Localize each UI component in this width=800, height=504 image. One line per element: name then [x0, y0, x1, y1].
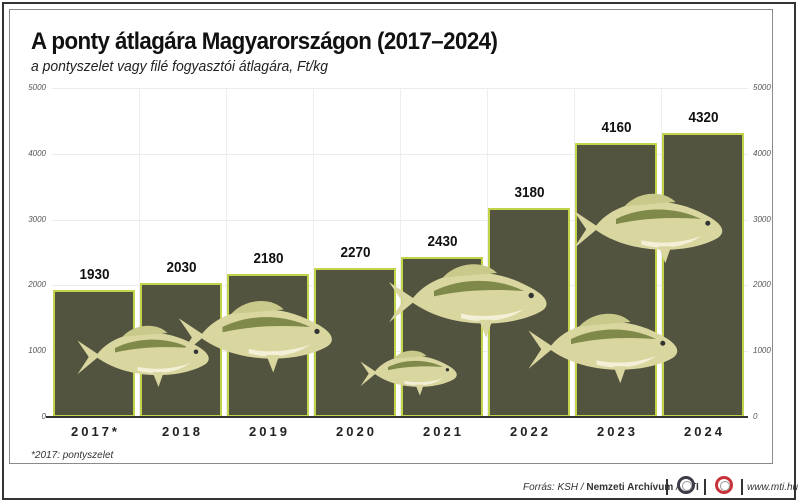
chart-subtitle: a pontyszelet vagy filé fogyasztói átlag… — [31, 58, 328, 75]
y-axis-tick-left: 2000 — [28, 280, 46, 290]
y-axis-tick-left: 0 — [41, 412, 46, 421]
x-axis-label: 2018 — [162, 424, 203, 439]
carp-fish-icon — [573, 193, 723, 264]
gridline — [574, 88, 575, 417]
bar-2024 — [662, 132, 744, 417]
y-axis-tick-right: 4000 — [753, 148, 771, 158]
mti-logo-icon — [715, 476, 733, 494]
website-link[interactable]: www.mti.hu — [747, 482, 799, 493]
bar-value-label: 2270 — [340, 243, 371, 261]
y-axis-tick-right: 5000 — [753, 83, 771, 92]
source-archive: Nemzeti Archívum — [586, 482, 674, 493]
x-axis-label: 2022 — [510, 424, 551, 439]
bar-2020 — [314, 267, 396, 417]
y-axis-tick-right: 1000 — [753, 346, 771, 356]
bar-value-label: 2430 — [427, 233, 458, 251]
source-prefix: Forrás: KSH / — [523, 482, 587, 493]
footer-divider — [741, 479, 743, 495]
y-axis-tick-right: 2000 — [753, 280, 771, 290]
bar-value-label: 4160 — [601, 119, 632, 137]
x-axis-label: 2019 — [249, 424, 290, 439]
x-axis-label: 2020 — [336, 424, 377, 439]
bar-value-label: 2030 — [166, 259, 197, 277]
gridline — [400, 88, 401, 417]
gridline — [313, 88, 314, 417]
y-axis-tick-left: 1000 — [28, 346, 46, 356]
carp-fish-icon — [360, 350, 457, 396]
x-axis-label: 2024 — [684, 424, 725, 439]
x-axis-baseline — [46, 416, 748, 418]
mtva-logo-icon — [677, 476, 695, 494]
footer-divider — [704, 479, 706, 495]
bar-value-label: 4320 — [688, 108, 719, 126]
gridline — [139, 88, 140, 417]
bar-value-label: 3180 — [514, 183, 545, 201]
footer-divider — [666, 479, 668, 495]
y-axis-tick-right: 0 — [753, 412, 758, 421]
source-credit: Forrás: KSH / Nemzeti Archívum / MTI — [523, 482, 699, 493]
y-axis-tick-left: 3000 — [28, 214, 46, 224]
bar-value-label: 2180 — [253, 249, 284, 267]
gridline — [226, 88, 227, 417]
carp-fish-icon — [528, 313, 678, 384]
y-axis-tick-left: 4000 — [28, 148, 46, 158]
footnote: *2017: pontyszelet — [31, 450, 114, 461]
y-axis-tick-left: 5000 — [28, 83, 46, 92]
carp-fish-icon — [178, 301, 332, 373]
bar-value-label: 1930 — [79, 266, 110, 283]
gridline — [487, 88, 488, 417]
x-axis-label: 2017* — [71, 424, 120, 439]
x-axis-label: 2023 — [597, 424, 638, 439]
chart-title: A ponty átlagára Magyarországon (2017–20… — [31, 28, 498, 55]
carp-fish-icon — [389, 264, 547, 338]
y-axis-tick-right: 3000 — [753, 214, 771, 224]
carp-fish-icon — [77, 325, 209, 387]
x-axis-label: 2021 — [423, 424, 464, 439]
